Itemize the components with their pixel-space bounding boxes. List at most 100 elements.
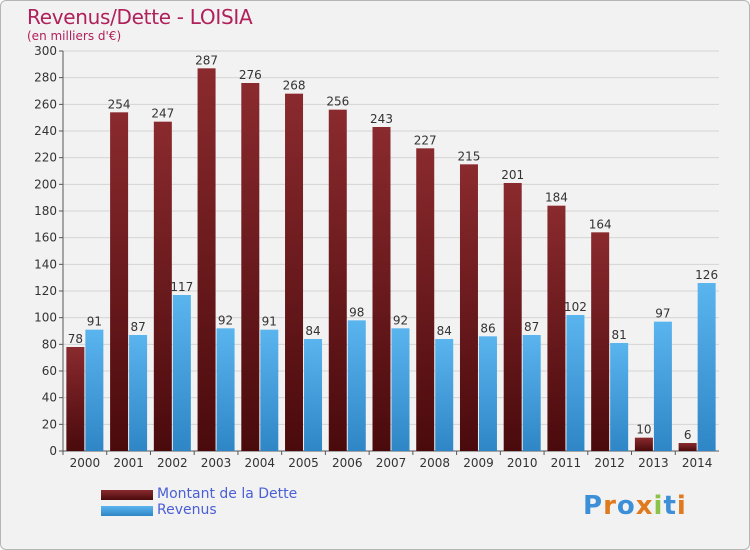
bar-revenus (653, 321, 672, 451)
x-tick-label: 2012 (594, 456, 625, 470)
y-tick-label: 300 (34, 44, 57, 58)
y-tick-label: 240 (34, 124, 57, 138)
bar-dette (153, 121, 172, 452)
bar-dette (416, 148, 435, 452)
data-label-dette: 254 (108, 97, 131, 111)
bar-revenus (610, 343, 629, 451)
data-label-dette: 243 (370, 112, 393, 126)
data-label-revenus: 91 (262, 315, 277, 329)
data-label-dette: 201 (501, 168, 524, 182)
data-label-dette: 10 (636, 423, 651, 437)
bar-dette (634, 437, 653, 451)
bar-revenus (478, 336, 497, 451)
y-tick-label: 160 (34, 231, 57, 245)
bar-dette (197, 68, 216, 451)
data-label-revenus: 102 (564, 300, 587, 314)
bar-dette (110, 112, 129, 451)
bar-revenus (522, 335, 541, 451)
y-tick-label: 180 (34, 204, 57, 218)
bar-chart: 0 20 40 60 80 100 120 140 160 180 200 220 240 260 280 3… (34, 44, 719, 470)
y-tick-label: 200 (34, 177, 57, 191)
data-label-dette: 215 (458, 149, 481, 163)
data-label-revenus: 92 (393, 313, 408, 327)
bar-dette (328, 109, 347, 452)
bar-dette (591, 232, 610, 451)
legend-swatch-dette (101, 490, 153, 500)
data-label-dette: 78 (68, 332, 83, 346)
bar-revenus (85, 329, 104, 451)
bar-dette (285, 93, 304, 452)
bar-revenus (435, 339, 454, 451)
bar-dette (241, 83, 260, 451)
x-tick-label: 2003 (201, 456, 232, 470)
y-tick-label: 60 (42, 364, 57, 378)
chart-subtitle: (en milliers d'€) (27, 29, 122, 43)
bar-dette (459, 164, 478, 452)
data-label-revenus: 97 (655, 307, 670, 321)
data-label-dette: 276 (239, 68, 262, 82)
data-label-dette: 164 (589, 217, 612, 231)
x-tick-label: 2002 (157, 456, 188, 470)
y-tick-label: 280 (34, 71, 57, 85)
bars (66, 68, 716, 452)
x-tick-label: 2004 (245, 456, 276, 470)
data-label-revenus: 86 (480, 321, 495, 335)
y-tick-label: 100 (34, 311, 57, 325)
bar-revenus (129, 335, 148, 451)
y-tick-label: 40 (42, 391, 57, 405)
x-tick-label: 2009 (463, 456, 494, 470)
bar-revenus (347, 320, 366, 451)
data-label-dette: 287 (195, 53, 218, 67)
bar-revenus (172, 295, 191, 451)
data-label-revenus: 117 (170, 280, 193, 294)
bar-dette (503, 183, 522, 451)
data-labels: 78 91 254 87 247 117 287 92 276 91 268 84 256 98 243 92… (68, 53, 718, 442)
y-tick-label: 120 (34, 284, 57, 298)
x-tick-label: 2006 (332, 456, 363, 470)
bar-revenus (566, 315, 585, 451)
y-tick-label: 220 (34, 151, 57, 165)
y-tick-label: 260 (34, 97, 57, 111)
x-tick-label: 2011 (551, 456, 582, 470)
data-label-revenus: 87 (130, 320, 145, 334)
data-label-dette: 6 (684, 428, 692, 442)
x-tick-label: 2001 (113, 456, 144, 470)
x-tick-label: 2005 (288, 456, 319, 470)
data-label-revenus: 81 (612, 328, 627, 342)
y-tick-label: 80 (42, 337, 57, 351)
axes: 0 20 40 60 80 100 120 140 160 180 200 220 240 260 280 3… (34, 44, 719, 470)
bar-dette (678, 443, 697, 451)
bar-dette (66, 347, 85, 451)
data-label-revenus: 126 (695, 268, 718, 282)
bar-dette (372, 127, 391, 451)
data-label-dette: 227 (414, 133, 437, 147)
bar-revenus (216, 328, 235, 451)
bar-revenus (391, 328, 410, 451)
bar-revenus (304, 339, 323, 451)
data-label-revenus: 84 (305, 324, 320, 338)
data-label-revenus: 92 (218, 313, 233, 327)
x-tick-label: 2014 (682, 456, 713, 470)
proxiti-logo: Proxiti (583, 491, 687, 521)
legend-swatch-revenus (101, 506, 153, 516)
data-label-revenus: 98 (349, 305, 364, 319)
x-tick-label: 2008 (419, 456, 450, 470)
x-tick-label: 2013 (638, 456, 669, 470)
data-label-dette: 184 (545, 191, 568, 205)
chart-title: Revenus/Dette - LOISIA (27, 5, 253, 29)
x-tick-label: 2010 (507, 456, 538, 470)
x-tick-label: 2000 (70, 456, 101, 470)
legend-label-dette: Montant de la Dette (157, 486, 298, 502)
x-tick-label: 2007 (376, 456, 407, 470)
data-label-dette: 247 (151, 107, 174, 121)
data-label-revenus: 84 (437, 324, 452, 338)
data-label-dette: 256 (326, 95, 349, 109)
bar-revenus (697, 283, 716, 451)
data-label-dette: 268 (283, 79, 306, 93)
legend-label-revenus: Revenus (157, 502, 217, 518)
y-tick-label: 140 (34, 257, 57, 271)
y-tick-label: 0 (49, 444, 57, 458)
data-label-revenus: 91 (87, 315, 102, 329)
bar-revenus (260, 329, 279, 451)
